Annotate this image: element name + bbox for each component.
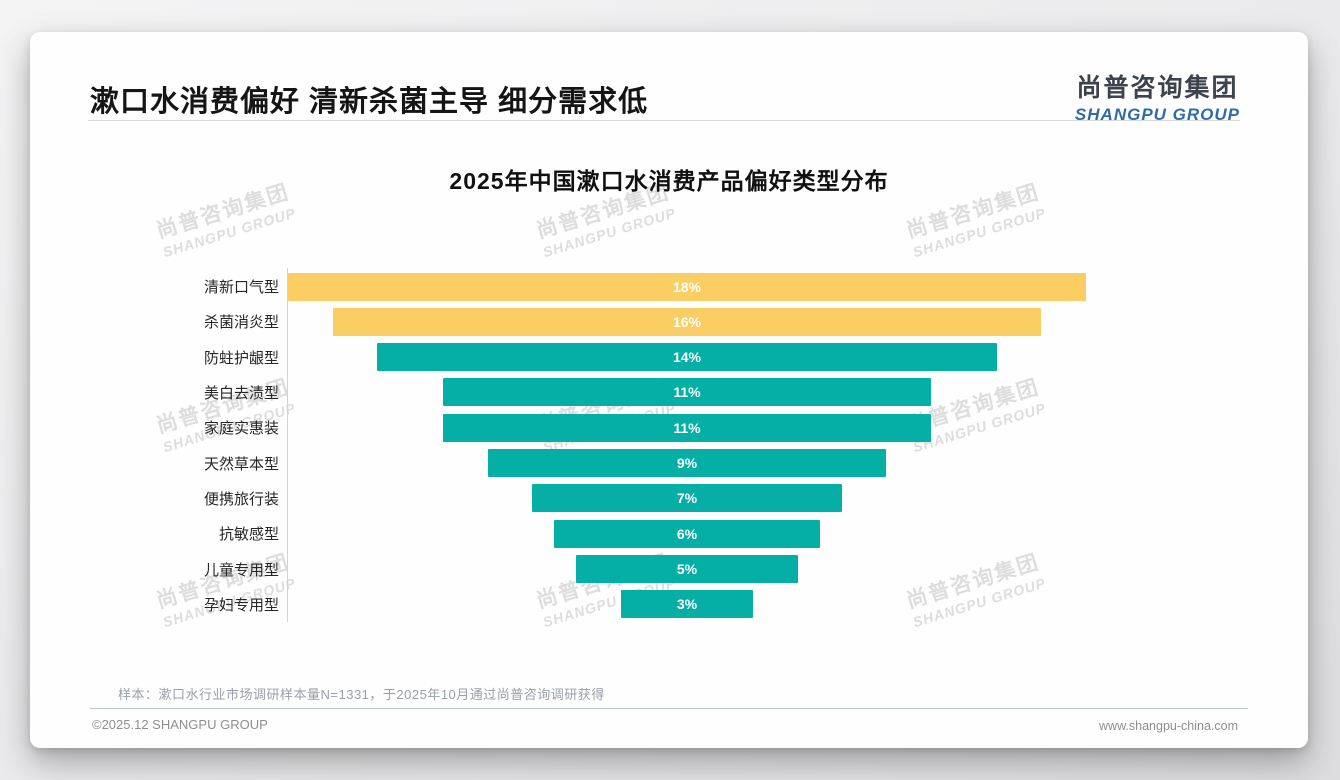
chart-row: 便携旅行装 7% [30,481,1308,516]
bar: 11% [443,413,931,442]
bar-value-label: 16% [672,313,701,330]
bar-value-label: 9% [676,455,698,472]
category-label: 家庭实惠装 [203,420,279,438]
bar-value-label: 6% [676,525,698,542]
bar-area: 7% [287,481,1308,516]
bar-value-label: 7% [676,490,698,507]
bar-value-label: 18% [672,278,701,295]
bar-value-label: 5% [676,560,698,577]
bar: 16% [332,307,1042,336]
bar: 6% [554,519,820,548]
bar-area: 14% [287,340,1308,375]
bar-area: 9% [287,445,1308,480]
logo-chinese-text: 尚普咨询集团 [1076,74,1239,102]
chart-axis-line [287,268,288,622]
footer-website: www.shangpu-china.com [1099,719,1238,733]
bar-area: 5% [287,551,1308,586]
chart-row: 抗敏感型 6% [30,516,1308,551]
category-label: 清新口气型 [203,279,279,297]
footer-divider [90,708,1248,709]
chart-row: 防蛀护龈型 14% [30,340,1308,375]
report-card: 尚普咨询集团 SHANGPU GROUP 尚普咨询集团 SHANGPU GROUP 尚普… [30,32,1308,748]
bar: 7% [531,484,843,513]
chart-row: 孕妇专用型 3% [30,587,1308,622]
category-label: 孕妇专用型 [203,596,279,614]
bar-value-label: 11% [673,419,701,436]
bar-area: 3% [287,587,1308,622]
category-label: 杀菌消炎型 [203,314,279,332]
category-label: 防蛀护龈型 [203,349,279,367]
bar-area: 11% [287,375,1308,410]
footer-copyright: ©2025.12 SHANGPU GROUP [92,717,268,732]
bar-value-label: 14% [672,349,701,366]
chart-row: 美白去渍型 11% [30,375,1308,410]
category-label: 儿童专用型 [203,561,279,579]
chart-title: 2025年中国漱口水消费产品偏好类型分布 [449,168,889,194]
bar: 11% [443,378,931,407]
bar: 3% [620,590,754,619]
bar-area: 16% [287,304,1308,339]
bar-area: 18% [287,269,1308,304]
bar: 18% [288,272,1086,301]
category-label: 抗敏感型 [218,526,279,544]
category-label: 便携旅行装 [203,490,279,508]
chart-row: 天然草本型 9% [30,445,1308,480]
header-divider [88,120,1240,121]
chart-row: 杀菌消炎型 16% [30,304,1308,339]
bar: 9% [487,449,887,478]
bar-area: 6% [287,516,1308,551]
sample-note: 样本：漱口水行业市场调研样本量N=1331，于2025年10月通过尚普咨询调研获… [118,687,605,702]
chart-row: 儿童专用型 5% [30,551,1308,586]
chart-rows: 清新口气型 18% 杀菌消炎型 16% 防蛀护龈型 14% 美白去渍型 11% 家庭实惠装 11%… [30,269,1308,622]
bar-value-label: 3% [676,596,698,613]
bar-area: 11% [287,410,1308,445]
category-label: 天然草本型 [203,455,279,473]
chart-row: 家庭实惠装 11% [30,410,1308,445]
bar: 14% [376,343,998,372]
logo-english-text: SHANGPU GROUP [1074,105,1240,124]
bar: 5% [576,554,798,583]
category-label: 美白去渍型 [203,385,279,403]
company-logo: 尚普咨询集团 SHANGPU GROUP [1075,68,1240,125]
chart-row: 清新口气型 18% [30,269,1308,304]
bar-value-label: 11% [673,384,701,401]
page-title: 漱口水消费偏好 清新杀菌主导 细分需求低 [90,86,649,118]
